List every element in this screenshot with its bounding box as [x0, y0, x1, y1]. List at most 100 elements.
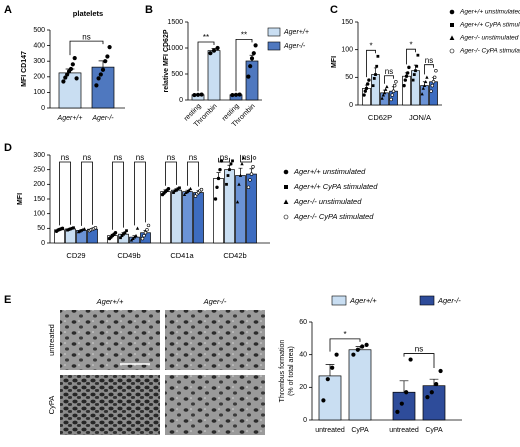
panel-letter: C	[330, 4, 338, 16]
data-point	[218, 167, 222, 172]
panel-letter: D	[4, 142, 12, 154]
data-point	[72, 55, 77, 61]
data-point	[389, 97, 393, 102]
bar	[348, 349, 372, 421]
data-point	[123, 231, 127, 235]
data-point	[74, 76, 79, 81]
data-point	[425, 75, 429, 79]
significance-bracket	[81, 161, 93, 226]
y-tick-label: 100	[341, 47, 353, 54]
bar	[213, 178, 224, 244]
data-point	[364, 86, 369, 91]
significance-label: ns	[415, 345, 423, 354]
significance-label: *	[343, 330, 346, 339]
data-point	[225, 182, 228, 186]
x-tick-label: CD62P	[368, 113, 392, 122]
data-point	[393, 83, 397, 88]
legend-label: Ager+/+	[349, 296, 377, 305]
significance-label: ns	[167, 153, 175, 162]
data-point	[231, 159, 234, 163]
y-axis-label: MFI CD147	[21, 51, 28, 87]
data-point	[415, 64, 419, 68]
significance-label: ns	[242, 153, 250, 162]
legend-label: Ager-/-	[437, 296, 461, 305]
data-point	[143, 231, 148, 235]
panel-letter: A	[4, 4, 12, 16]
data-point	[60, 226, 65, 231]
data-point	[430, 83, 434, 88]
data-point	[226, 174, 230, 177]
error-bar	[399, 380, 409, 393]
y-tick-label: 20	[299, 384, 307, 391]
legend-marker	[284, 185, 288, 189]
data-point	[193, 194, 198, 198]
data-point	[65, 72, 70, 77]
data-point	[228, 168, 231, 172]
legend-label: Ager+/+ unstimulated	[293, 167, 366, 176]
data-point	[362, 93, 366, 97]
data-point	[192, 92, 197, 98]
data-point	[251, 51, 256, 56]
y-axis-label: Thrombus formation	[279, 340, 286, 403]
significance-label: *	[369, 41, 372, 50]
data-point	[213, 197, 218, 201]
bar	[318, 375, 342, 421]
data-point	[211, 48, 217, 53]
data-point	[438, 368, 443, 374]
y-tick-label: 150	[33, 196, 45, 203]
legend-label: Ager-/- unstimulated	[293, 197, 362, 206]
data-point	[422, 83, 427, 88]
legend-label: Ager-/- unstimulated	[459, 35, 519, 42]
data-point	[391, 89, 396, 93]
data-point	[363, 89, 367, 93]
data-point	[142, 233, 146, 238]
legend-swatch	[331, 295, 347, 306]
significance-bracket	[235, 39, 253, 92]
data-point	[113, 231, 118, 235]
x-tick-label: CyPA	[425, 427, 443, 434]
data-point	[249, 56, 255, 61]
significance-bracket	[366, 49, 376, 78]
data-point	[146, 223, 151, 228]
data-point	[199, 187, 204, 192]
data-point	[367, 78, 371, 82]
bar	[91, 66, 115, 109]
x-tick-label: JON/A	[409, 113, 431, 122]
y-tick-label: 400	[33, 42, 45, 49]
y-tick-label: 500	[33, 27, 45, 34]
data-point	[233, 92, 239, 97]
y-tick-label: 500	[171, 71, 183, 78]
x-tick-label: CD41a	[170, 251, 194, 260]
significance-label: **	[241, 31, 247, 40]
legend-marker	[283, 199, 289, 204]
data-point	[395, 409, 400, 414]
data-point	[399, 401, 404, 406]
y-tick-label: 200	[33, 74, 45, 81]
data-point	[372, 77, 376, 80]
legend-marker	[450, 23, 454, 27]
y-axis-label: (% of total area)	[288, 346, 295, 396]
data-point	[119, 236, 122, 240]
significance-label: ns	[83, 153, 91, 162]
bar	[193, 192, 204, 244]
data-point	[248, 64, 253, 69]
data-point	[66, 228, 69, 232]
data-point	[420, 92, 424, 96]
y-tick-label: 300	[33, 58, 45, 65]
data-point	[199, 92, 204, 97]
data-point	[70, 226, 74, 230]
significance-bracket	[406, 48, 416, 65]
y-tick-label: 0	[41, 240, 45, 247]
data-point	[360, 344, 365, 349]
y-tick-label: 300	[33, 152, 45, 159]
legend-marker	[283, 169, 289, 175]
data-point	[215, 45, 220, 51]
data-point	[63, 75, 68, 80]
data-point	[429, 390, 434, 395]
significance-label: ns	[189, 153, 197, 162]
data-point	[424, 79, 428, 84]
data-point	[381, 93, 385, 97]
data-point	[69, 227, 72, 231]
data-point	[78, 229, 82, 233]
panel-letter: E	[4, 294, 11, 306]
